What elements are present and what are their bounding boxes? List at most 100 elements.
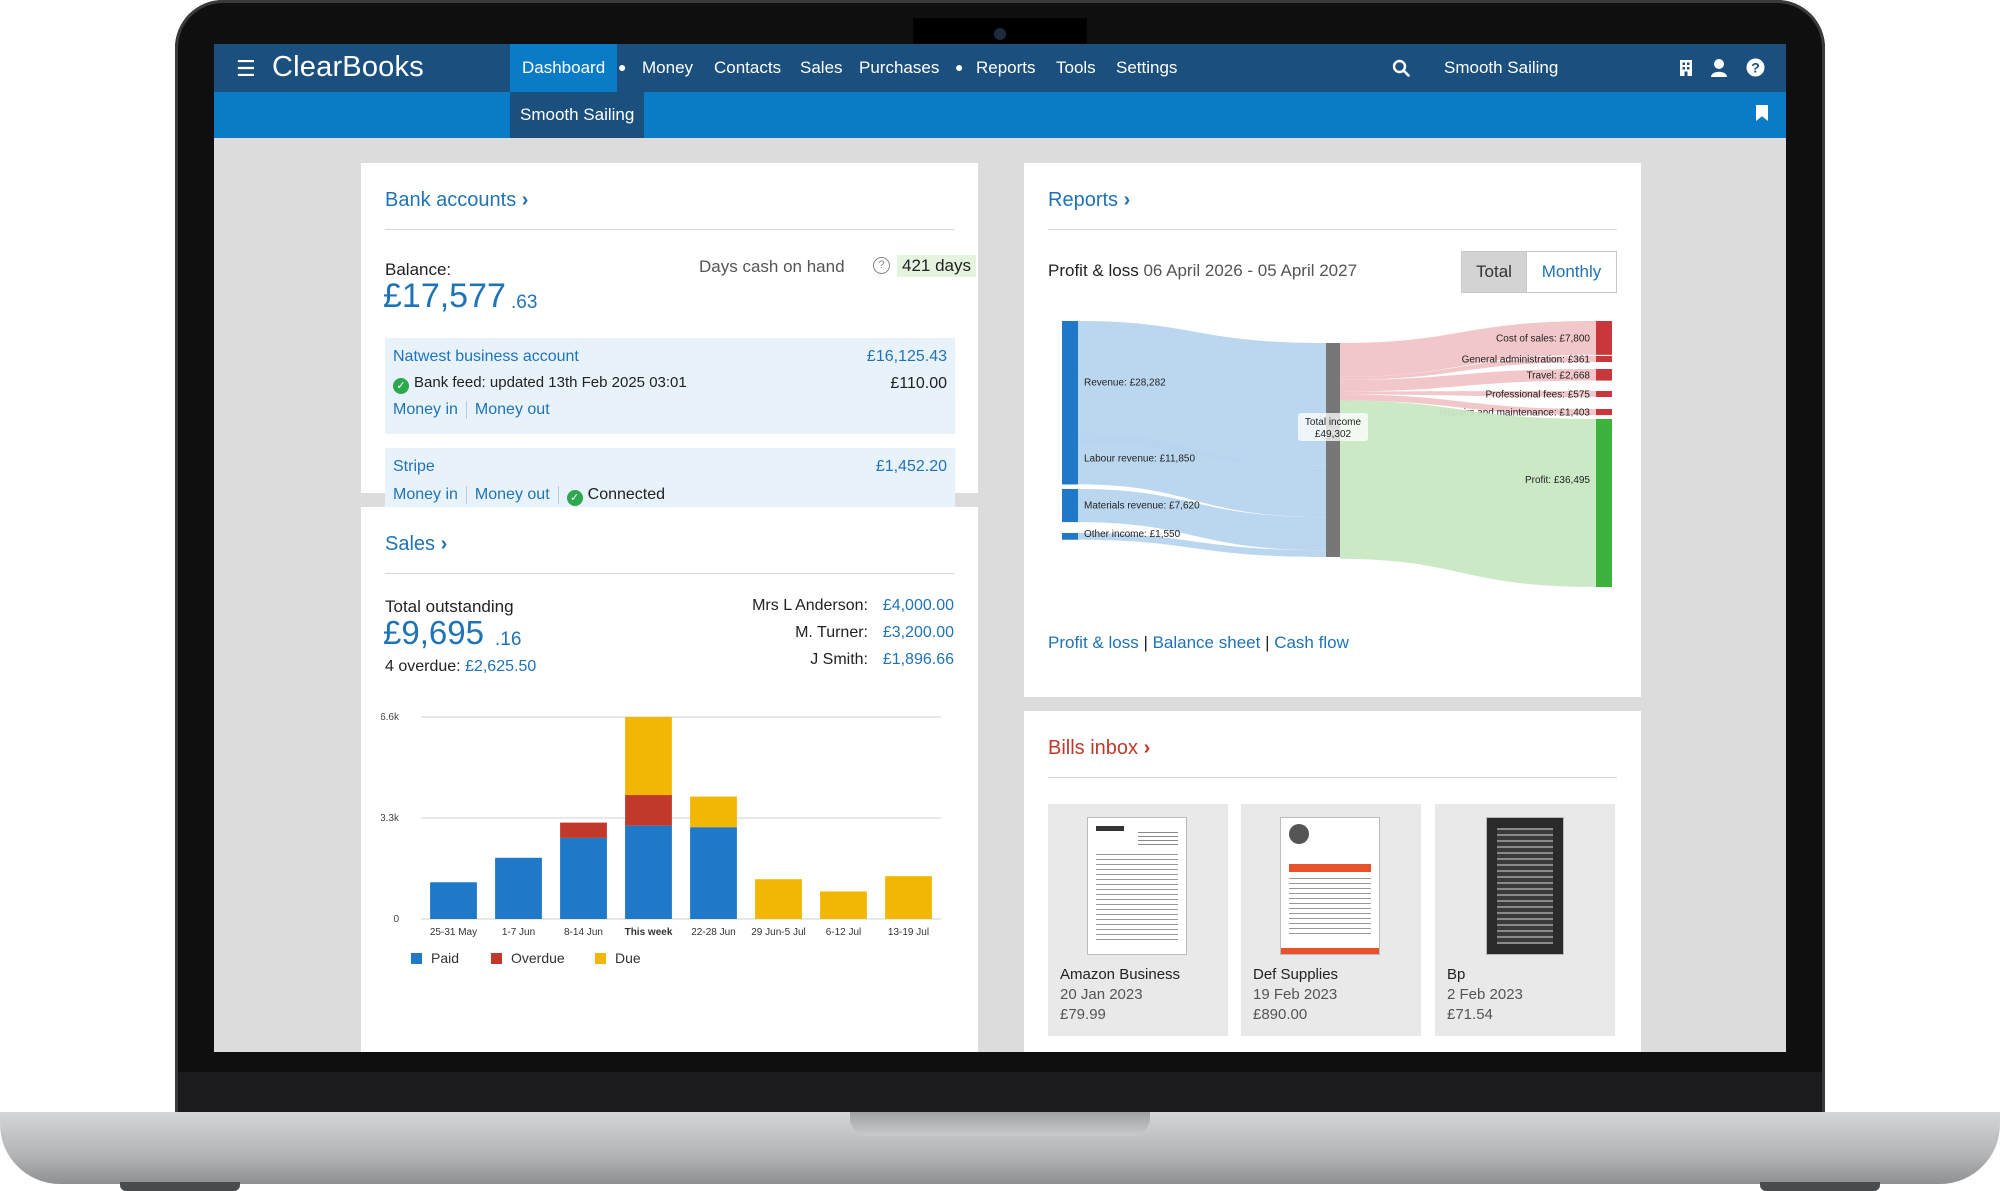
debtor-amount[interactable]: £1,896.66 bbox=[882, 651, 954, 668]
bar-due bbox=[820, 891, 867, 919]
nav-dashboard[interactable]: Dashboard bbox=[510, 44, 618, 92]
sankey-label: Cost of sales: £7,800 bbox=[1496, 333, 1590, 344]
pl-label: Profit & loss bbox=[1048, 261, 1139, 280]
nav-tools[interactable]: Tools bbox=[1056, 58, 1096, 77]
balance-pence: .63 bbox=[511, 292, 538, 313]
bill-item-amazon[interactable]: Amazon Business 20 Jan 2023 £79.99 bbox=[1048, 804, 1228, 1036]
account-name[interactable]: Natwest business account bbox=[393, 348, 579, 365]
money-in-link[interactable]: Money in bbox=[393, 401, 458, 419]
bank-account-stripe[interactable]: Stripe £1,452.20 Money in Money out ✓ Conne… bbox=[385, 448, 955, 518]
total-outstanding-pence: .16 bbox=[495, 629, 522, 650]
account-sub-amount: £110.00 bbox=[890, 375, 947, 392]
sankey-flow-cost bbox=[1340, 394, 1596, 416]
legend-swatch bbox=[411, 953, 422, 964]
y-tick-label: 3.3k bbox=[381, 813, 400, 824]
sankey-flow-income bbox=[1078, 433, 1326, 518]
account-amount: £16,125.43 bbox=[866, 348, 947, 365]
user-icon[interactable] bbox=[1710, 58, 1728, 77]
days-cash-label: Days cash on hand bbox=[699, 257, 845, 276]
nav-money[interactable]: Money bbox=[642, 58, 694, 77]
subnav-company[interactable]: Smooth Sailing bbox=[510, 92, 645, 138]
camera-icon bbox=[994, 28, 1006, 40]
bank-accounts-card: Bank accounts › Balance: £17,577 .63 Day… bbox=[361, 163, 978, 547]
divider bbox=[1048, 229, 1617, 230]
bar-paid bbox=[495, 857, 542, 919]
laptop-opening-notch bbox=[850, 1112, 1150, 1136]
help-icon[interactable]: ? bbox=[1746, 58, 1765, 77]
nav-contacts[interactable]: Contacts bbox=[714, 58, 782, 77]
bookmark-icon[interactable] bbox=[1756, 105, 1768, 121]
x-tick-label: This week bbox=[625, 927, 673, 938]
report-links: Profit & loss | Balance sheet | Cash flo… bbox=[1048, 633, 1349, 652]
bill-thumbnail[interactable] bbox=[1088, 818, 1186, 954]
toggle-total[interactable]: Total bbox=[1461, 251, 1527, 293]
overdue-link[interactable]: £2,625.50 bbox=[465, 658, 537, 675]
legend-label: Paid bbox=[431, 950, 459, 966]
debtor-amount[interactable]: £4,000.00 bbox=[882, 597, 954, 614]
bill-item-bp[interactable]: Bp 2 Feb 2023 £71.54 bbox=[1435, 804, 1615, 1036]
sub-navigation bbox=[214, 92, 1786, 138]
total-outstanding-amount: £9,695 bbox=[383, 614, 484, 651]
y-tick-label: 0 bbox=[393, 914, 399, 925]
bank-account-natwest[interactable]: Natwest business account £16,125.43 ✓ Ban… bbox=[385, 338, 955, 434]
search-icon[interactable] bbox=[1392, 59, 1410, 77]
account-name[interactable]: Stripe bbox=[393, 458, 435, 475]
bill-date: 19 Feb 2023 bbox=[1253, 986, 1338, 1003]
sankey-label: Revenue: £28,282 bbox=[1084, 377, 1166, 388]
money-in-link[interactable]: Money in bbox=[393, 486, 458, 504]
sankey-node-cost bbox=[1596, 369, 1612, 381]
link-profit-loss[interactable]: Profit & loss bbox=[1048, 633, 1139, 652]
laptop-hinge bbox=[178, 1072, 1822, 1116]
divider bbox=[1048, 777, 1617, 778]
sankey-label: Profit: £36,495 bbox=[1525, 475, 1590, 486]
toggle-monthly[interactable]: Monthly bbox=[1526, 251, 1617, 293]
bill-date: 2 Feb 2023 bbox=[1447, 986, 1523, 1003]
check-circle-icon: ✓ bbox=[566, 490, 583, 507]
laptop-foot bbox=[120, 1182, 240, 1191]
nav-purchases[interactable]: Purchases bbox=[859, 58, 940, 77]
debtor-name: Mrs L Anderson: bbox=[752, 597, 868, 614]
bill-vendor: Bp bbox=[1447, 966, 1466, 983]
link-cash-flow[interactable]: Cash flow bbox=[1274, 633, 1349, 652]
account-actions: Money in Money out ✓ Connected bbox=[393, 486, 665, 507]
nav-sales[interactable]: Sales bbox=[800, 58, 843, 77]
sankey-flow-income bbox=[1078, 533, 1326, 557]
bill-thumbnail[interactable] bbox=[1487, 818, 1563, 954]
sankey-node-income bbox=[1062, 533, 1078, 540]
y-tick-label: 6.6k bbox=[381, 712, 400, 723]
account-actions: Money in Money out bbox=[393, 401, 550, 419]
x-tick-label: 29 Jun-5 Jul bbox=[751, 927, 805, 938]
bill-item-def-supplies[interactable]: Def Supplies 19 Feb 2023 £890.00 bbox=[1241, 804, 1421, 1036]
x-tick-label: 22-28 Jun bbox=[691, 927, 735, 938]
app-logo[interactable]: ClearBooks bbox=[272, 51, 424, 83]
nav-reports[interactable]: Reports bbox=[976, 58, 1036, 77]
sankey-node-cost bbox=[1596, 409, 1612, 416]
bill-amount: £79.99 bbox=[1060, 1006, 1106, 1023]
money-out-link[interactable]: Money out bbox=[474, 401, 550, 419]
sankey-label: Materials revenue: £7,620 bbox=[1084, 501, 1200, 512]
nav-settings[interactable]: Settings bbox=[1116, 58, 1178, 77]
bills-inbox-title[interactable]: Bills inbox › bbox=[1048, 737, 1151, 759]
sankey-label: Other income: £1,550 bbox=[1084, 529, 1181, 540]
company-switcher[interactable]: Smooth Sailing bbox=[1444, 58, 1559, 77]
money-out-link[interactable]: Money out bbox=[474, 486, 550, 504]
menu-icon[interactable]: ☰ bbox=[236, 56, 256, 81]
legend-swatch bbox=[595, 953, 606, 964]
sankey-label-bg bbox=[1298, 413, 1368, 441]
sankey-label: General administration: £361 bbox=[1462, 355, 1591, 366]
bill-amount: £71.54 bbox=[1447, 1006, 1493, 1023]
x-tick-label: 1-7 Jun bbox=[502, 927, 535, 938]
bill-thumbnail[interactable] bbox=[1281, 818, 1379, 954]
bank-accounts-title[interactable]: Bank accounts › bbox=[385, 189, 529, 211]
svg-text:?: ? bbox=[1751, 60, 1760, 76]
laptop-foot bbox=[1760, 1182, 1880, 1191]
sankey-flow-cost bbox=[1340, 321, 1596, 377]
reports-title[interactable]: Reports › bbox=[1048, 189, 1131, 211]
sales-title[interactable]: Sales › bbox=[385, 533, 448, 555]
sankey-flow-cost bbox=[1340, 391, 1596, 397]
bill-vendor: Amazon Business bbox=[1060, 966, 1181, 983]
debtor-amount[interactable]: £3,200.00 bbox=[882, 624, 954, 641]
help-icon[interactable]: ? bbox=[873, 257, 890, 274]
link-balance-sheet[interactable]: Balance sheet bbox=[1152, 633, 1261, 652]
building-icon[interactable] bbox=[1678, 59, 1694, 77]
